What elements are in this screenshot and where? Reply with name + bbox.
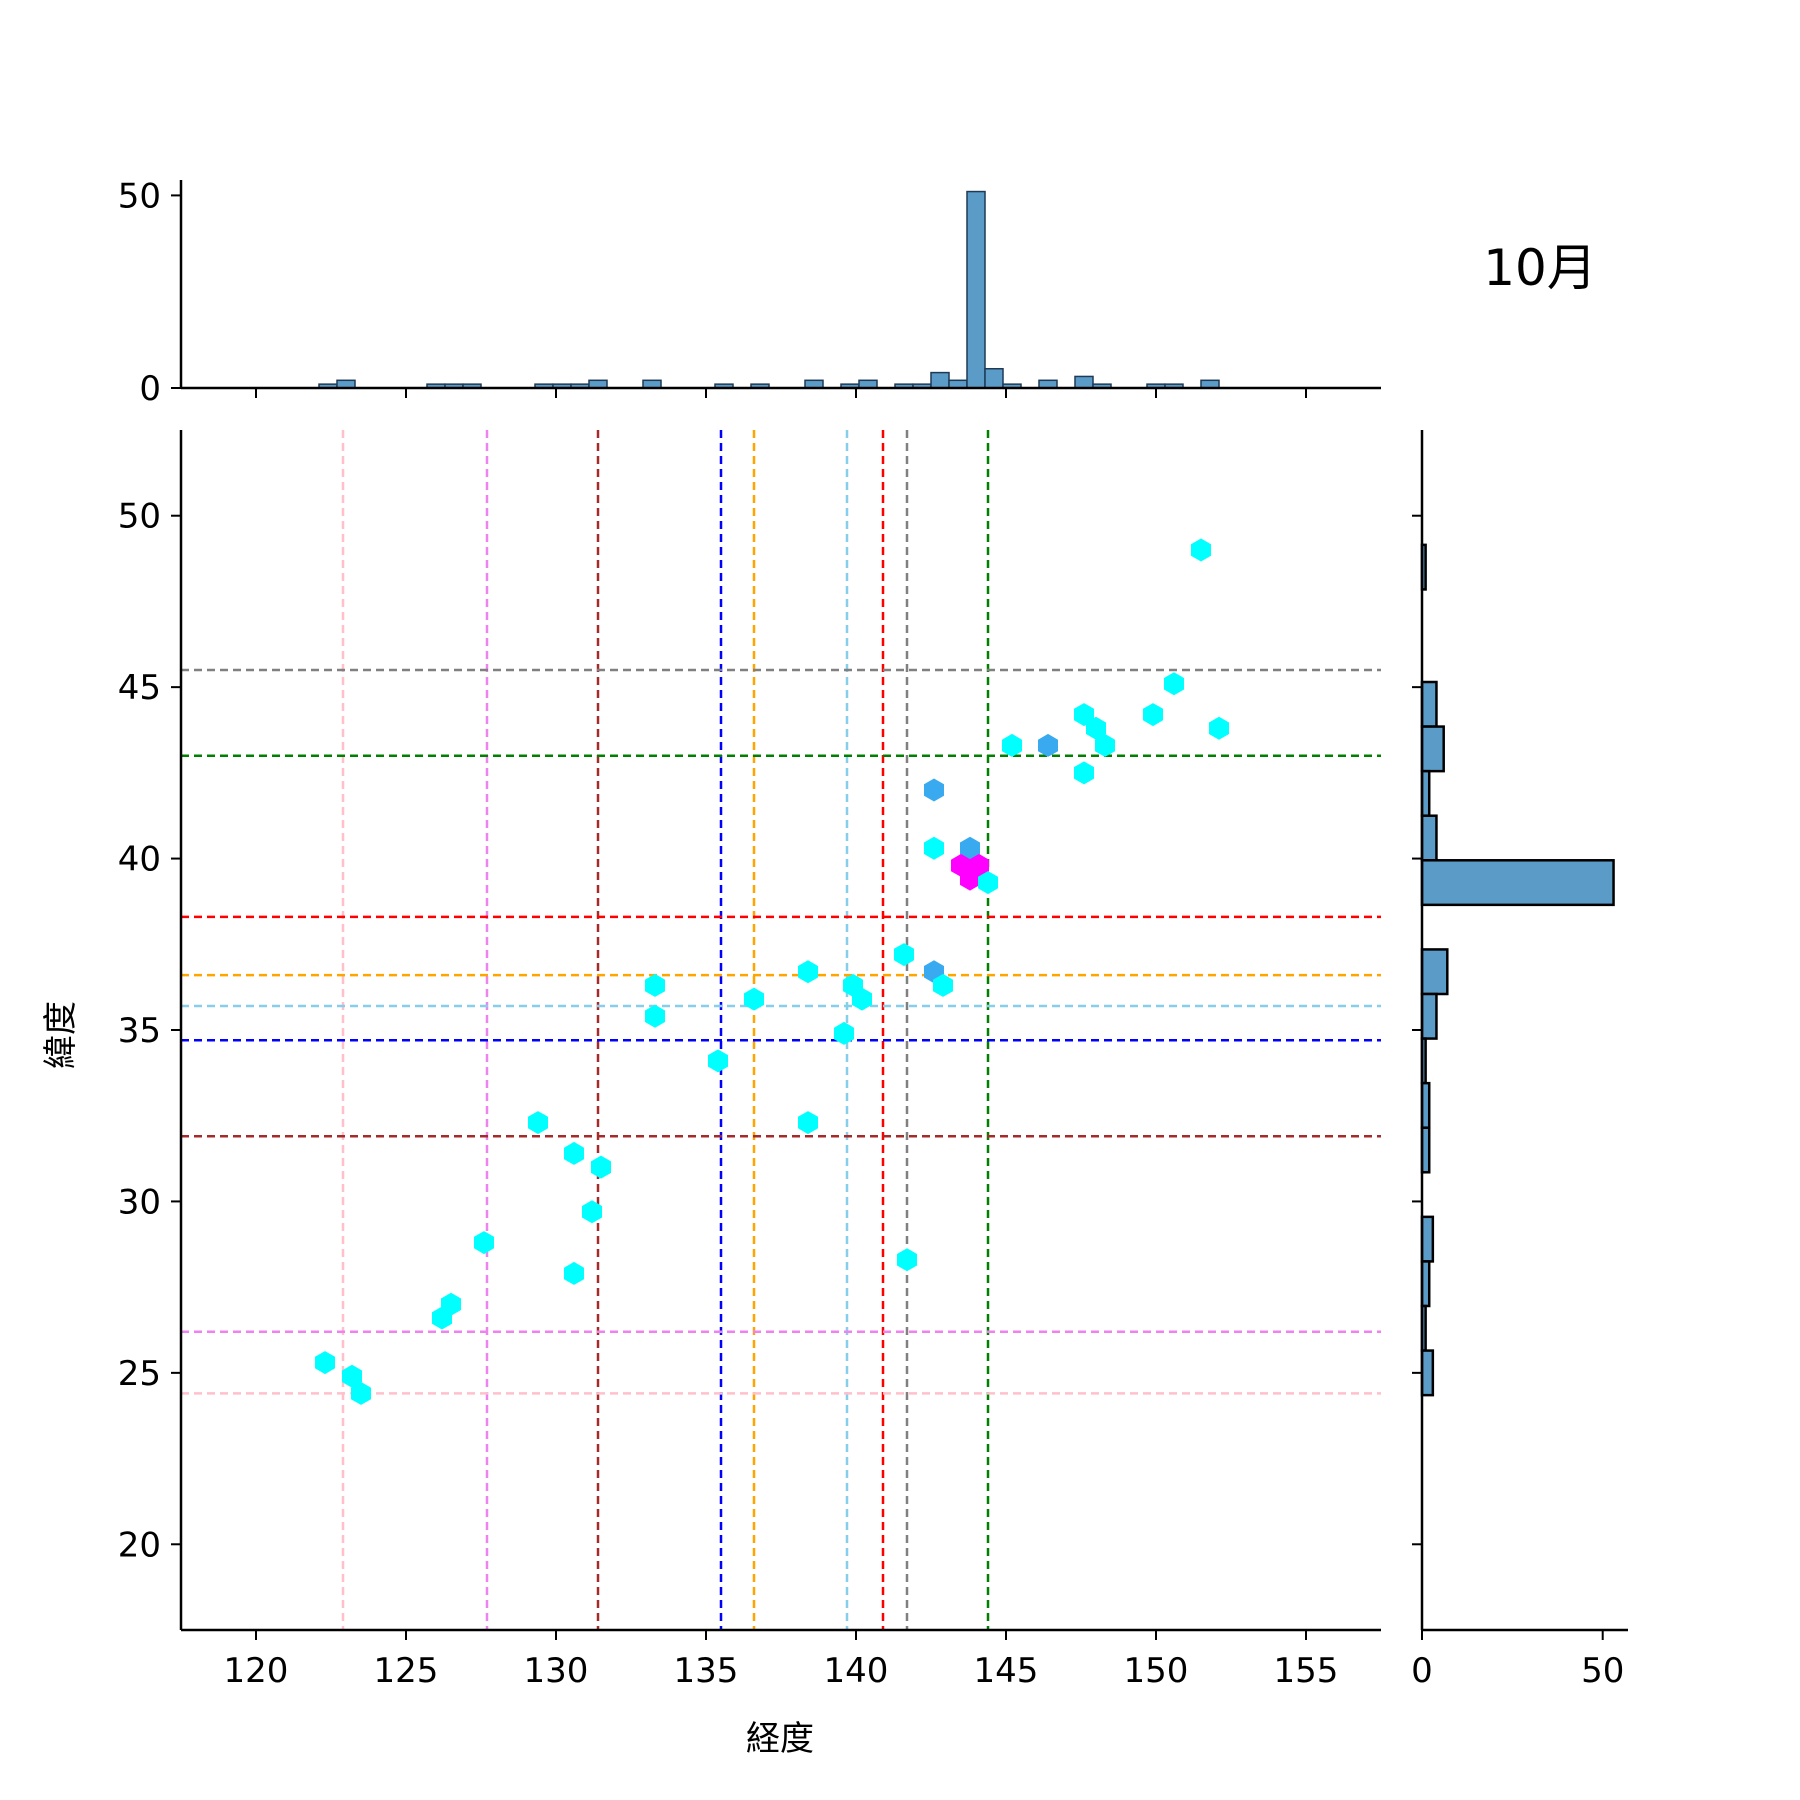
hexbin-22 xyxy=(852,987,872,1011)
x-tick-label-125: 125 xyxy=(374,1651,439,1691)
right-hist-bar-1 xyxy=(1420,680,1438,728)
chart-title: 10月 xyxy=(1483,239,1597,297)
hexbin-16 xyxy=(978,871,998,895)
y-axis-label: 緯度 xyxy=(41,1001,81,1069)
right-hist-bar-7 xyxy=(1420,992,1438,1040)
hexbin-4 xyxy=(1074,703,1094,727)
right-histogram xyxy=(1420,543,1615,1397)
x-tick-label-120: 120 xyxy=(224,1651,289,1691)
hexbin-layer xyxy=(315,538,1229,1405)
top-hist-bar-17 xyxy=(930,371,950,389)
right-hist-bar-11 xyxy=(1420,1215,1435,1263)
top-hist-bar-23 xyxy=(1074,375,1094,389)
top-hist-y-label-0: 0 xyxy=(139,369,161,409)
right-hist-bar-6 xyxy=(1420,948,1449,996)
hexbin-5 xyxy=(1086,716,1106,740)
hexbin-17 xyxy=(894,943,914,967)
hexbin-31 xyxy=(591,1155,611,1179)
hexbin-34 xyxy=(474,1231,494,1255)
hexbin-28 xyxy=(798,1111,818,1135)
right-hist-bar-5 xyxy=(1420,859,1615,907)
x-axis-label: 経度 xyxy=(746,1719,814,1759)
hexbin-29 xyxy=(528,1111,548,1135)
hexbin-6 xyxy=(1095,733,1115,757)
hexbin-11 xyxy=(924,836,944,860)
top-histogram xyxy=(318,190,1220,389)
hexbin-2 xyxy=(1143,703,1163,727)
y-tick-label-35: 35 xyxy=(118,1011,161,1051)
y-tick-label-30: 30 xyxy=(118,1182,161,1222)
x-tick-label-135: 135 xyxy=(674,1651,739,1691)
y-tick-label-45: 45 xyxy=(118,668,161,708)
hexbin-7 xyxy=(1002,733,1022,757)
x-tick-label-150: 150 xyxy=(1124,1651,1189,1691)
top-hist-bar-20 xyxy=(984,367,1004,389)
hexbin-20 xyxy=(798,960,818,984)
x-tick-label-155: 155 xyxy=(1274,1651,1339,1691)
hexbin-30 xyxy=(564,1141,584,1165)
x-tick-label-145: 145 xyxy=(974,1651,1039,1691)
y-tick-label-25: 25 xyxy=(118,1354,161,1394)
right-hist-x-label-50: 50 xyxy=(1581,1651,1624,1691)
hexbin-15 xyxy=(960,867,980,891)
x-tick-label-130: 130 xyxy=(524,1651,589,1691)
hexbin-23 xyxy=(834,1021,854,1045)
x-tick-label-140: 140 xyxy=(824,1651,889,1691)
hexbin-40 xyxy=(897,1248,917,1272)
hexbin-12 xyxy=(960,836,980,860)
hexbin-19 xyxy=(933,973,953,997)
y-tick-label-40: 40 xyxy=(118,840,161,880)
right-hist-bar-14 xyxy=(1420,1349,1435,1397)
hexbin-39 xyxy=(351,1381,371,1405)
top-hist-y-label-50: 50 xyxy=(118,176,161,216)
hexbin-0 xyxy=(1191,538,1211,562)
y-tick-label-20: 20 xyxy=(118,1525,161,1565)
right-hist-x-label-0: 0 xyxy=(1411,1651,1433,1691)
right-hist-bar-2 xyxy=(1420,725,1445,773)
right-hist-bar-4 xyxy=(1420,814,1438,862)
hexbin-26 xyxy=(645,1004,665,1028)
hexbin-37 xyxy=(315,1351,335,1375)
hexbin-27 xyxy=(708,1049,728,1073)
reference-lines xyxy=(181,430,1381,1630)
hexbin-33 xyxy=(564,1261,584,1285)
hexbin-9 xyxy=(1074,761,1094,785)
hexbin-38 xyxy=(342,1364,362,1388)
hexbin-36 xyxy=(432,1306,452,1330)
top-hist-bar-19 xyxy=(966,190,986,389)
hexbin-24 xyxy=(744,987,764,1011)
axes: 120 125 130 135 140 145 150 155 20 25 30 35 40 45 50 0 5… xyxy=(118,176,1628,1691)
hexbin-1 xyxy=(1164,672,1184,696)
hexbin-32 xyxy=(582,1200,602,1224)
hexbin-8 xyxy=(1038,733,1058,757)
hexbin-3 xyxy=(1209,716,1229,740)
hexbin-10 xyxy=(924,778,944,802)
hexbin-25 xyxy=(645,973,665,997)
y-tick-label-50: 50 xyxy=(118,497,161,537)
